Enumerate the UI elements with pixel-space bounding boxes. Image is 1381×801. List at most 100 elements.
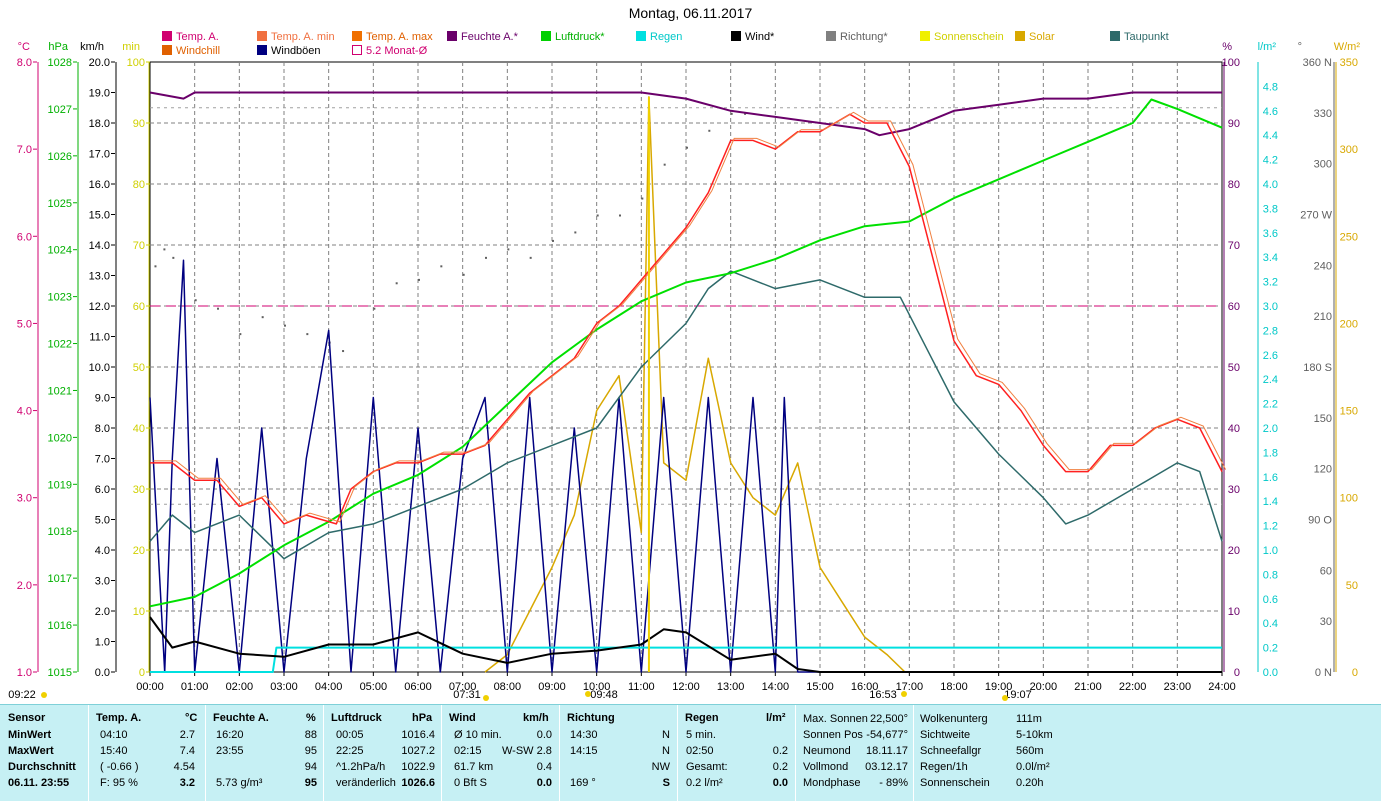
min-tick-label: 40 [133,423,145,435]
dir-tick-label: 30 [1320,616,1332,628]
stats-cell-label: MaxWert [8,745,54,757]
astro-value: - 89% [879,777,908,789]
astro-value: -54,677° [866,729,908,741]
min-tick-label: 10 [133,606,145,618]
rain-tick-label: 4.6 [1263,106,1278,118]
stats-cell-label: MinWert [8,729,52,741]
time-tick-label: 22:00 [1119,681,1147,693]
wind-direction-dot [373,307,376,310]
legend-label: 5.2 Monat-Ø [366,45,428,57]
legend-sunshine: Sonnenschein [920,31,1004,43]
wind-tick-label: 15.0 [89,210,110,222]
wind-tick-label: 4.0 [95,545,110,557]
legend-windboen: Windböen [257,45,321,57]
wind-direction-dot [194,299,197,302]
wind-tick-label: 9.0 [95,393,110,405]
time-marker: 16:53 [869,689,897,701]
stats-panel: Sensor Temp. A. °C Feuchte A. % Luftdruc… [0,704,1381,801]
temp-tick-label: 6.0 [17,231,32,243]
legend-label: Taupunkt [1124,31,1169,43]
wind-direction-dot [418,278,420,281]
wind-direction-dot [641,197,644,200]
misc-label: Sichtweite [920,729,971,741]
dir-tick-label: 60 [1320,565,1332,577]
legend-month-avg: 5.2 Monat-Ø [352,45,427,57]
wind-tick-label: 10.0 [89,362,110,374]
rain-tick-label: 2.8 [1263,325,1278,337]
wind-direction-dot [529,256,532,259]
stats-cell-temp-time: 15:40 [100,745,128,757]
legend-label: Luftdruck* [555,31,605,43]
wind-direction-dot [154,265,157,268]
series-line-temp-max [153,111,1227,523]
series-line-windb-en [149,259,1222,673]
press-tick-label: 1025 [48,198,72,210]
wind-tick-label: 18.0 [89,118,110,130]
stats-cell-press-time: ^1.2hPa/h [336,761,386,773]
hum-tick-label: 70 [1228,240,1240,252]
temp-tick-label: 3.0 [17,493,32,505]
header-rain-unit: l/m² [766,712,786,724]
wind-direction-dot [507,248,510,251]
time-tick-label: 00:00 [136,681,164,693]
dir-tick-label: 240 [1314,260,1332,272]
astro-label: Max. Sonnen [803,713,868,725]
stats-cell-temp-time: F: 95 % [100,777,138,789]
dir-tick-label: 90 O [1308,515,1332,527]
hum-tick-label: 90 [1228,118,1240,130]
rain-tick-label: 0.4 [1263,618,1278,630]
hum-tick-label: 20 [1228,545,1240,557]
series-line-luftdruck- [149,98,1223,608]
hum-tick-label: 10 [1228,606,1240,618]
legend-label: Sonnenschein [934,31,1004,43]
stats-cell-dir-time: 169 ° [570,777,596,789]
press-tick-label: 1019 [48,479,72,491]
rain-tick-label: 1.2 [1263,521,1278,533]
press-tick-label: 1018 [48,526,72,538]
press-tick-label: 1017 [48,573,72,585]
header-press-unit: hPa [412,712,433,724]
legend-label: Richtung* [840,31,888,43]
solar-tick-label: 150 [1340,406,1358,418]
legend-label: Solar [1029,31,1055,43]
stats-cell-temp-time: ( -0.66 ) [100,761,139,773]
time-tick-label: 08:00 [494,681,522,693]
header-wind-unit: km/h [523,712,549,724]
time-tick-label: 02:00 [226,681,254,693]
wind-direction-dot [730,112,733,115]
press-tick-label: 1023 [48,292,72,304]
legend-humidity: Feuchte A.* [447,31,518,43]
time-tick-label: 06:00 [404,681,432,693]
time-marker: 19:07 [1004,689,1032,701]
time-tick-label: 15:00 [806,681,834,693]
legend-temp-min: Temp. A. min [257,31,335,43]
time-tick-label: 11:00 [628,681,655,693]
stats-cell-rain-val: 0.0 [772,777,788,789]
temp-tick-label: 8.0 [17,57,32,69]
rain-tick-label: 3.2 [1263,277,1278,289]
stats-cell-temp-val: 3.2 [179,777,195,789]
sun-marker-icon [483,695,489,701]
rain-tick-label: 3.6 [1263,228,1278,240]
temp-tick-label: 4.0 [17,406,32,418]
rain-tick-label: 4.4 [1263,130,1278,142]
wind-direction-dot [596,214,599,217]
dir-tick-label: 330 [1314,108,1332,120]
stats-cell-hum-val: 95 [304,745,317,757]
wind-tick-label: 7.0 [95,454,110,466]
misc-value: 0.0l/m² [1016,761,1050,773]
stats-cell-dir-val: S [662,777,670,789]
legend-rain: Regen [636,31,682,43]
hum-tick-label: 50 [1228,362,1240,374]
stats-cell-wind-label: Ø 10 min. [454,729,502,741]
rain-tick-label: 2.6 [1263,350,1278,362]
stats-cell-wind-label: 61.7 km [454,761,494,773]
dir-tick-label: 360 N [1303,57,1332,69]
misc-value: 5-10km [1016,729,1053,741]
solar-tick-label: 350 [1340,57,1358,69]
stats-cell-wind-mid: W-SW 2.8 [502,745,552,757]
legend-label: Temp. A. min [271,31,335,43]
rain-tick-label: 1.4 [1263,496,1278,508]
temp-tick-label: 5.0 [17,318,32,330]
wind-tick-label: 3.0 [95,576,110,588]
